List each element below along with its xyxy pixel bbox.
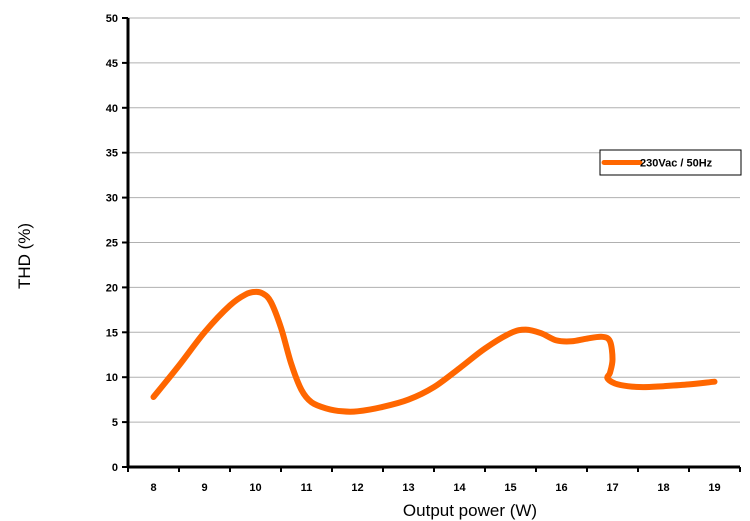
y-tick-label-5: 5: [112, 417, 118, 429]
y-tick-label-10: 10: [106, 372, 118, 384]
y-tick-group: 0 5 10 15 20 25 30 35 40 45 50: [106, 13, 128, 474]
x-tick-label-10: 10: [249, 482, 261, 494]
legend-label: 230Vac / 50Hz: [640, 158, 713, 170]
y-axis-title: THD (%): [15, 223, 34, 289]
x-tick-label-19: 19: [708, 482, 720, 494]
y-tick-label-15: 15: [106, 327, 118, 339]
y-tick-label-40: 40: [106, 103, 118, 115]
y-tick-label-50: 50: [106, 13, 118, 25]
y-tick-label-20: 20: [106, 282, 118, 294]
x-tick-label-13: 13: [402, 482, 414, 494]
x-tick-group: 8 9 10 11 12 13 14 15 16 17 18 19: [127, 467, 741, 494]
x-tick-label-11: 11: [301, 482, 313, 494]
x-tick-label-9: 9: [201, 482, 207, 494]
gridlines: [128, 17, 740, 423]
series-line-0: [150, 288, 718, 415]
x-tick-label-8: 8: [150, 482, 156, 494]
y-tick-label-35: 35: [106, 148, 118, 160]
x-tick-label-14: 14: [453, 482, 466, 494]
x-tick-label-16: 16: [555, 482, 567, 494]
y-tick-label-0: 0: [112, 462, 118, 474]
x-tick-label-12: 12: [351, 482, 363, 494]
x-axis-title: Output power (W): [403, 501, 537, 520]
x-tick-label-18: 18: [657, 482, 669, 494]
y-tick-label-25: 25: [106, 238, 118, 250]
y-tick-label-45: 45: [106, 58, 118, 70]
series-layer: [150, 288, 718, 415]
x-tick-label-17: 17: [606, 482, 618, 494]
x-tick-label-15: 15: [504, 482, 516, 494]
legend: 230Vac / 50Hz: [599, 149, 742, 176]
y-tick-label-30: 30: [106, 193, 118, 205]
